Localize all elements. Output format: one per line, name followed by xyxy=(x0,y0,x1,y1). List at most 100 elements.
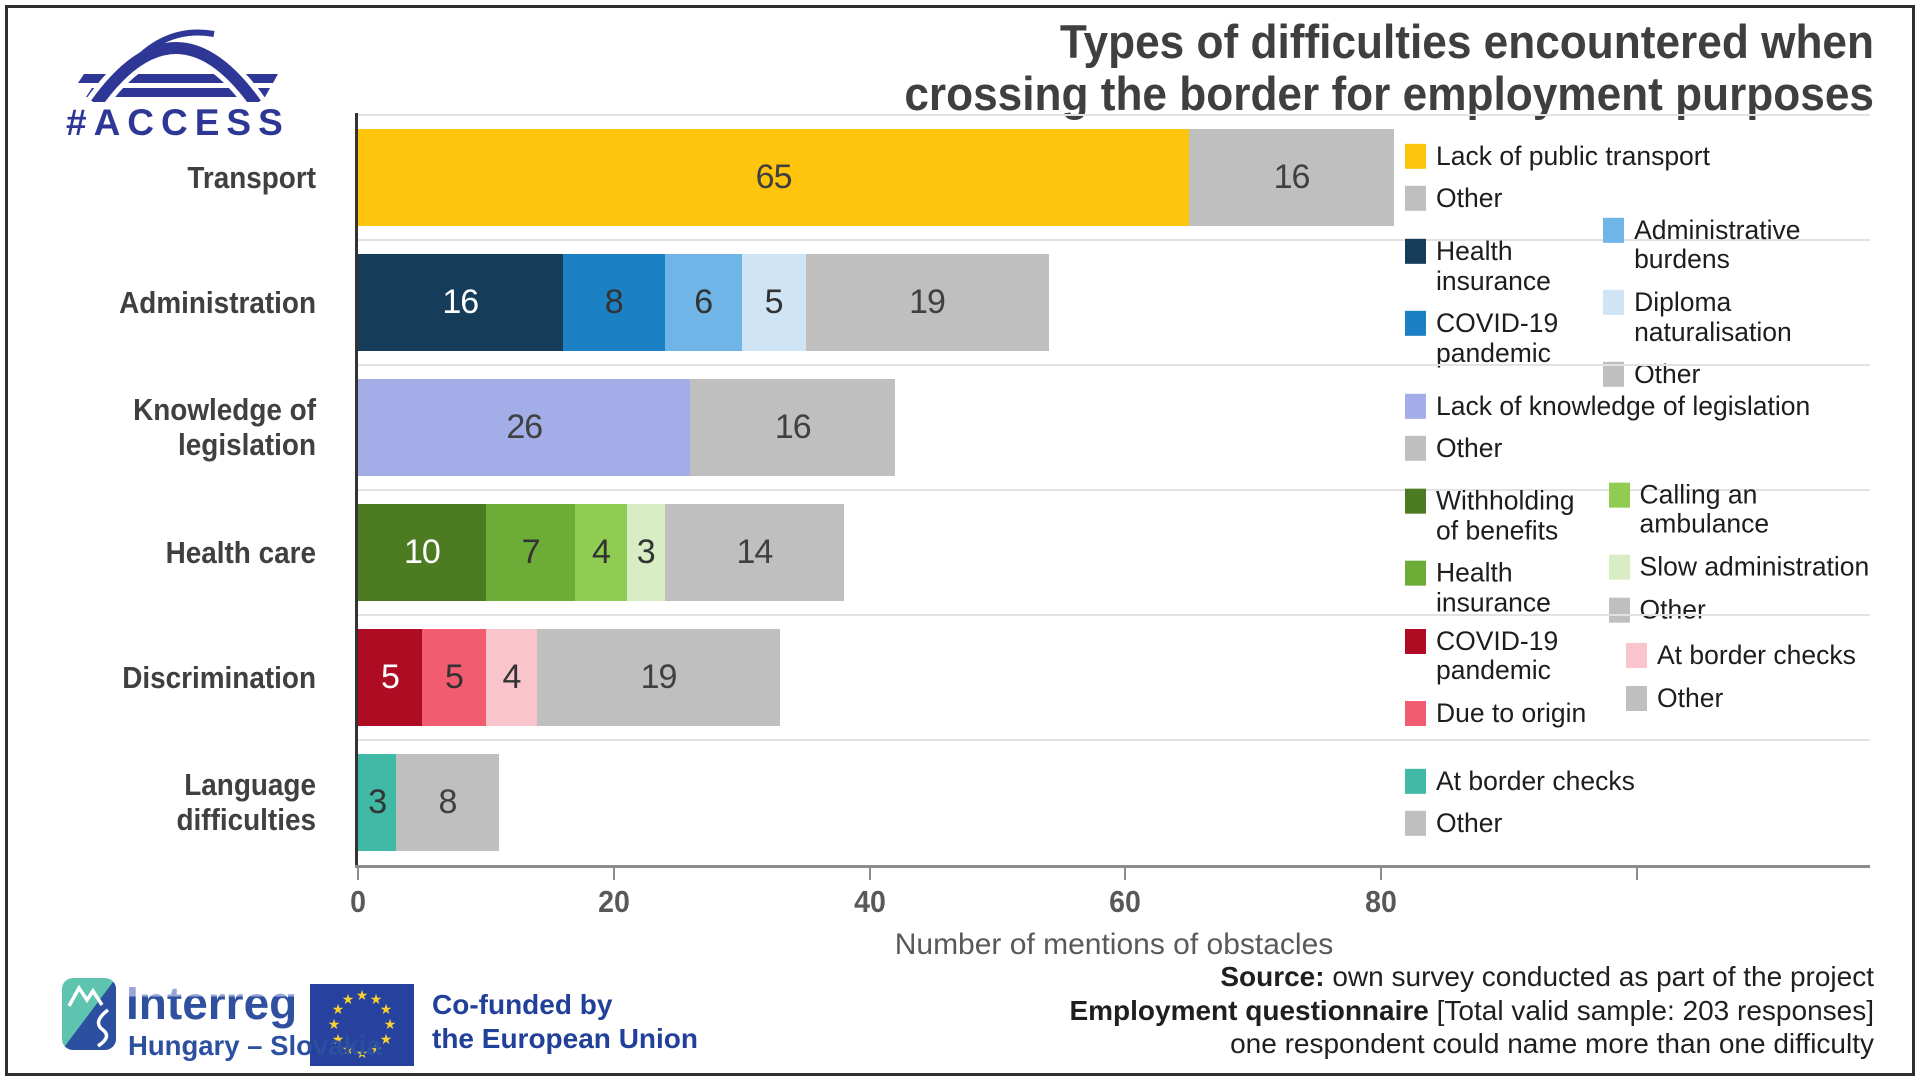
chart-row: Knowledge of legislation 26 16 Lack of know… xyxy=(0,365,1870,491)
bar-segment: 16 xyxy=(690,379,896,476)
legend-item: Diploma naturalisation xyxy=(1603,286,1870,347)
row-separator xyxy=(358,364,1870,366)
legend-column: Lack of public transport Other xyxy=(1405,141,1710,213)
stacked-bar: 16 8 6 5 19 xyxy=(358,254,1049,351)
row-separator xyxy=(358,614,1870,616)
legend-label: Other xyxy=(1436,183,1503,213)
legend-swatch xyxy=(1405,238,1426,264)
stacked-bar: 26 16 xyxy=(358,379,896,476)
bar-segment-value: 8 xyxy=(604,283,624,321)
legend-item: Other xyxy=(1405,183,1710,214)
legend-item: Other xyxy=(1626,683,1856,714)
y-axis-line xyxy=(355,113,358,867)
svg-text:★: ★ xyxy=(370,991,383,1007)
bar-segment-value: 5 xyxy=(764,283,784,321)
legend-label: Health insurance xyxy=(1436,235,1551,296)
legend-label: Diploma naturalisation xyxy=(1634,286,1792,347)
bar-segment-value: 26 xyxy=(506,408,543,446)
source-bold1: Source: xyxy=(1220,961,1325,992)
legend-label: Calling an ambulance xyxy=(1639,479,1770,539)
legend-label: Other xyxy=(1436,808,1503,838)
svg-text:★: ★ xyxy=(380,1001,393,1017)
x-axis-line xyxy=(355,865,1870,868)
legend-swatch xyxy=(1405,143,1426,169)
legend-item: Other xyxy=(1405,808,1635,839)
legend-swatch xyxy=(1603,289,1625,315)
legend-label: Slow administration xyxy=(1639,551,1870,582)
chart-title: Types of difficulties encountered when c… xyxy=(774,16,1874,119)
row-separator xyxy=(358,739,1870,741)
legend-item: Administrative burdens xyxy=(1603,214,1870,274)
chart-title-line1: Types of difficulties encountered when xyxy=(1059,15,1874,68)
x-tick-label: 60 xyxy=(1109,884,1142,919)
bar-segment: 65 xyxy=(358,129,1190,226)
row-legend: COVID-19 pandemic Due to origin At border … xyxy=(1405,626,1856,728)
x-tick-label: 0 xyxy=(350,884,366,919)
legend-swatch xyxy=(1405,436,1426,461)
category-label: Language difficulties xyxy=(176,766,316,838)
chart-row: Discrimination 5 5 4 19 COVID-19 pandemic Due … xyxy=(0,615,1870,741)
legend-swatch xyxy=(1405,310,1426,336)
legend-column: Lack of knowledge of legislation Other xyxy=(1405,391,1810,463)
bar-segment: 10 xyxy=(358,504,486,601)
legend-item: Slow administration xyxy=(1608,551,1870,583)
bar-segment-value: 19 xyxy=(640,658,678,696)
legend-swatch xyxy=(1626,685,1647,711)
chart-row: Administration 16 8 6 5 19 Health insurance COV… xyxy=(0,214,1870,389)
legend-label: Due to origin xyxy=(1436,697,1587,728)
bar-segment: 5 xyxy=(421,629,486,726)
stacked-bar: 65 16 xyxy=(358,129,1394,226)
x-tick-mark xyxy=(868,868,871,880)
bar-segment-value: 6 xyxy=(694,283,713,321)
legend-item: Other xyxy=(1405,433,1810,464)
bar-segment-value: 4 xyxy=(591,533,611,571)
source-note: Source: own survey conducted as part of … xyxy=(1069,960,1874,1061)
eu-flag: ★ ★★ ★★★ ★★★ ★★★ xyxy=(310,984,414,1066)
row-legend: Withholding of benefits Health insurance C… xyxy=(1405,479,1870,625)
svg-text:★: ★ xyxy=(332,1001,345,1017)
bar-segment: 3 xyxy=(358,754,397,851)
legend-swatch xyxy=(1603,217,1625,243)
legend-label: Lack of public transport xyxy=(1436,140,1710,171)
svg-text:★: ★ xyxy=(384,1016,397,1032)
chart-row: Health care 10 7 4 3 14 Withholding of benefit… xyxy=(0,479,1870,624)
category-label: Transport xyxy=(187,159,316,195)
row-legend: At border checks Other xyxy=(1405,766,1635,838)
legend-label: Administrative burdens xyxy=(1634,214,1801,274)
bridge-icon xyxy=(78,29,278,111)
legend-swatch xyxy=(1603,362,1625,388)
row-legend: Lack of knowledge of legislation Other xyxy=(1405,391,1810,463)
bar-segment: 8 xyxy=(396,754,499,851)
legend-swatch xyxy=(1405,186,1426,211)
bar-segment-value: 5 xyxy=(444,658,464,696)
legend-swatch xyxy=(1405,628,1426,654)
x-tick-mark xyxy=(612,868,615,880)
x-tick-mark xyxy=(357,868,359,880)
svg-text:★: ★ xyxy=(380,1031,393,1047)
legend-swatch xyxy=(1608,554,1630,580)
stacked-bar: 5 5 4 19 xyxy=(358,629,780,726)
source-line3: one respondent could name more than one … xyxy=(1230,1028,1874,1060)
category-label: Health care xyxy=(165,534,316,570)
x-tick-mark xyxy=(1380,868,1382,880)
legend-item: COVID-19 pandemic xyxy=(1405,308,1587,368)
bar-segment-value: 65 xyxy=(755,158,793,196)
legend-column: Health insurance COVID-19 pandemic xyxy=(1405,235,1587,369)
x-tick-mark xyxy=(1635,868,1638,880)
bar-segment-value: 16 xyxy=(442,283,479,321)
svg-text:★: ★ xyxy=(342,1041,355,1057)
svg-text:★: ★ xyxy=(370,1041,383,1057)
legend-swatch xyxy=(1626,643,1647,669)
legend-column: Withholding of benefits Health insurance xyxy=(1405,485,1593,619)
bar-segment: 19 xyxy=(537,629,780,726)
bar-segment-value: 14 xyxy=(736,533,773,571)
legend-label: Withholding of benefits xyxy=(1436,485,1575,546)
bar-segment-value: 5 xyxy=(381,658,400,696)
legend-column: COVID-19 pandemic Due to origin xyxy=(1405,626,1610,728)
source-line2: Employment questionnaire [Total valid sa… xyxy=(1069,994,1874,1028)
svg-text:★: ★ xyxy=(356,987,369,1003)
legend-column: Calling an ambulance Slow administration O… xyxy=(1608,479,1870,625)
legend-swatch xyxy=(1405,768,1426,794)
